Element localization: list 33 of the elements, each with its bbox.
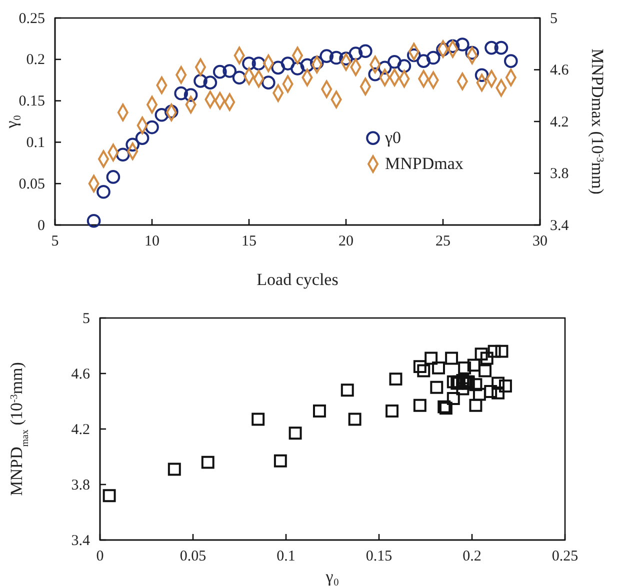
- x-tick-label: 0.1: [276, 548, 296, 565]
- legend-label: MNPDmax: [385, 154, 464, 174]
- y-tick-label: 0.15: [18, 94, 45, 110]
- x-tick-label: 15: [242, 234, 256, 250]
- y-tick-label: 3.4: [71, 532, 90, 549]
- x-tick-label: 5: [51, 234, 59, 250]
- y2-tick-label: 5: [550, 10, 558, 27]
- x-tick-label: 10: [144, 234, 160, 250]
- legend-label: γ0: [384, 128, 402, 148]
- x-tick-label: 0: [96, 548, 104, 565]
- y-axis-title: γ₀: [2, 114, 21, 130]
- y2-tick-label: 4.2: [550, 114, 569, 130]
- y2-tick-label: 3.4: [550, 218, 570, 234]
- x-tick-label: 20: [338, 234, 354, 250]
- y-tick-label: 5: [82, 310, 90, 327]
- y-tick-label: 0.05: [18, 176, 45, 192]
- x-tick-label: 25: [436, 234, 450, 250]
- y2-tick-label: 3.8: [550, 166, 569, 182]
- x-axis-title: γ₀: [324, 567, 340, 586]
- y-tick-label: 0.1: [26, 135, 45, 151]
- x-axis-title: Load cycles: [256, 270, 338, 289]
- x-tick-label: 0.2: [462, 548, 482, 565]
- y2-tick-label: 4.6: [550, 62, 570, 79]
- y-tick-label: 0.25: [18, 10, 45, 27]
- y-tick-label: 4.6: [71, 366, 90, 382]
- y-tick-label: 0: [38, 218, 45, 234]
- y-tick-label: 3.8: [71, 477, 90, 494]
- y-tick-label: 4.2: [71, 422, 90, 438]
- x-tick-label: 30: [532, 234, 548, 250]
- x-tick-label: 0.05: [180, 548, 206, 565]
- x-tick-label: 0.25: [552, 548, 578, 565]
- x-tick-label: 0.15: [366, 548, 392, 565]
- y-tick-label: 0.2: [26, 52, 45, 68]
